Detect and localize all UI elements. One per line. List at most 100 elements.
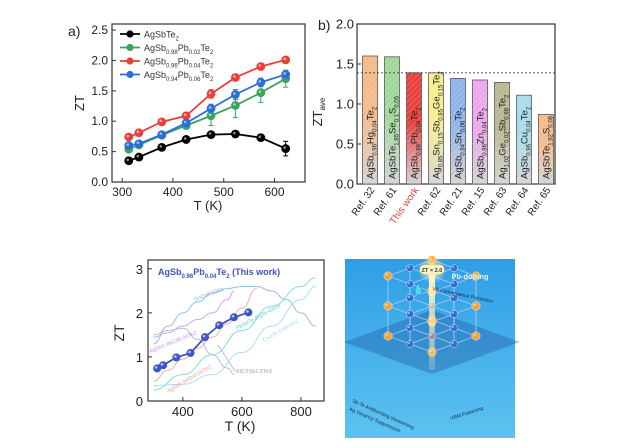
data-point — [231, 90, 240, 99]
x-tick-label: 500 — [214, 185, 234, 199]
series-AgSbTe2 — [124, 129, 291, 166]
atom — [450, 310, 458, 318]
bar-hatch — [450, 78, 466, 184]
x-tick-label: 600 — [265, 185, 285, 199]
data-point-highlight — [258, 64, 262, 67]
this-work-point — [200, 333, 209, 342]
y-tick-label: 3 — [136, 262, 143, 277]
series-AgSb0.94Pb0.06Te2 — [124, 70, 291, 150]
y-axis-ticks: 0.0 0.5 1.0 1.5 2.0 — [336, 17, 361, 192]
y-axis-ticks: 0.0 0.5 1.0 1.5 2.0 2.5 — [91, 23, 116, 189]
this-work-annotation: AgSb0.96Pb0.04Te2 (This work) — [158, 267, 280, 280]
atom-highlight — [407, 265, 410, 268]
data-point-highlight — [136, 130, 140, 134]
plot-frame — [147, 259, 325, 402]
atom-highlight — [451, 265, 454, 268]
comparison-curve-pbnate-mgte-gete — [153, 277, 316, 391]
y-tick-label: 1.0 — [336, 97, 354, 112]
x-tick-label: 400 — [172, 404, 194, 419]
data-point-highlight — [159, 119, 163, 123]
data-point — [231, 129, 240, 139]
legend-label: AgSbTe2 — [144, 30, 180, 43]
curve-label: Bi0.5Sb1.5Te3 — [236, 369, 272, 375]
y-tick-label: 2 — [136, 306, 143, 321]
bar-formula-label: AgSb0.96Hg0.04Te2 — [366, 106, 379, 179]
series-AgSb0.96Pb0.04Te2 — [124, 55, 291, 142]
data-point-highlight — [283, 72, 287, 75]
atom — [406, 340, 414, 348]
y-tick-label: 0.5 — [336, 137, 354, 152]
x-tick-label: Ref. 65 — [526, 185, 554, 218]
atom — [450, 340, 458, 348]
data-point-highlight — [233, 92, 236, 95]
y-tick-label: 2.0 — [91, 53, 108, 67]
data-point-highlight — [208, 91, 212, 95]
data-point-highlight — [258, 90, 262, 93]
this-work-point-highlight — [216, 322, 220, 326]
x-tick-label: 800 — [290, 404, 312, 419]
x-tick-label: 400 — [163, 185, 183, 199]
bar-hatch — [428, 72, 444, 184]
atom — [406, 324, 414, 332]
data-point-highlight — [208, 113, 212, 117]
bar-hatch — [538, 114, 554, 184]
data-point-highlight — [136, 154, 140, 158]
data-point-highlight — [258, 80, 262, 83]
y-tick-label: 0.0 — [91, 175, 108, 189]
atom-highlight — [451, 295, 454, 298]
data-point — [157, 117, 167, 127]
data-point-highlight — [233, 131, 236, 135]
atom — [406, 294, 414, 302]
this-work-point — [153, 364, 162, 373]
panel-b-average-zt-comparison: b) 0.0 0.5 1.0 1.5 2.0 ZTave AgSb0.96Hg0.04T… — [310, 17, 556, 227]
y-tick-label: 1 — [136, 350, 143, 365]
atom-highlight — [451, 311, 454, 314]
atom — [471, 271, 481, 281]
data-point — [281, 70, 291, 79]
legend-marker — [126, 70, 134, 79]
data-point — [157, 130, 167, 140]
data-point — [256, 62, 266, 71]
y-axis-ticks: 0 1 2 3 — [136, 262, 152, 409]
this-work-point-highlight — [154, 365, 158, 369]
atom-highlight — [451, 341, 454, 344]
atom — [406, 280, 414, 288]
comparison-curve-cu2se-cuinse2 — [153, 285, 316, 387]
data-point-highlight — [183, 137, 187, 140]
data-point-highlight — [233, 103, 236, 106]
x-axis-label: T (K) — [194, 198, 223, 213]
zt-badge — [419, 264, 445, 275]
atom-highlight — [407, 341, 410, 344]
bar-hatch — [494, 82, 510, 184]
data-point — [157, 142, 167, 152]
atom — [406, 310, 414, 318]
data-point-highlight — [183, 120, 187, 124]
bar-hatch — [362, 56, 378, 184]
legend-marker — [126, 43, 134, 52]
data-point — [124, 132, 134, 142]
atom — [383, 331, 393, 341]
data-point — [231, 101, 240, 110]
y-tick-label: 0.5 — [91, 145, 108, 159]
y-axis-label: ZT — [111, 324, 127, 342]
bar-formula-label: AgSbTe1.92S0.08 — [542, 115, 555, 179]
data-point-highlight — [136, 141, 140, 145]
legend-label: AgSb0.94Pb0.06Te2 — [144, 70, 214, 83]
data-point — [231, 73, 240, 82]
illustration-title: Pb-doping — [451, 272, 488, 281]
this-work-series — [153, 308, 253, 373]
atom-highlight — [473, 333, 476, 336]
plot-frame — [111, 23, 306, 183]
this-work-point — [159, 361, 168, 370]
bars-group: AgSb0.96Hg0.04Te2 AgSbTe1.85Se0.1S0.05 AgS… — [362, 55, 555, 185]
atom — [471, 301, 481, 311]
data-point — [181, 118, 191, 128]
atom-highlight — [385, 273, 388, 276]
y-tick-label: 2.0 — [336, 17, 354, 32]
data-point-highlight — [283, 57, 287, 61]
atom-highlight — [407, 295, 410, 298]
atom — [450, 264, 458, 272]
comparison-curve-agsb0-94sn0-06te2 — [153, 288, 257, 382]
